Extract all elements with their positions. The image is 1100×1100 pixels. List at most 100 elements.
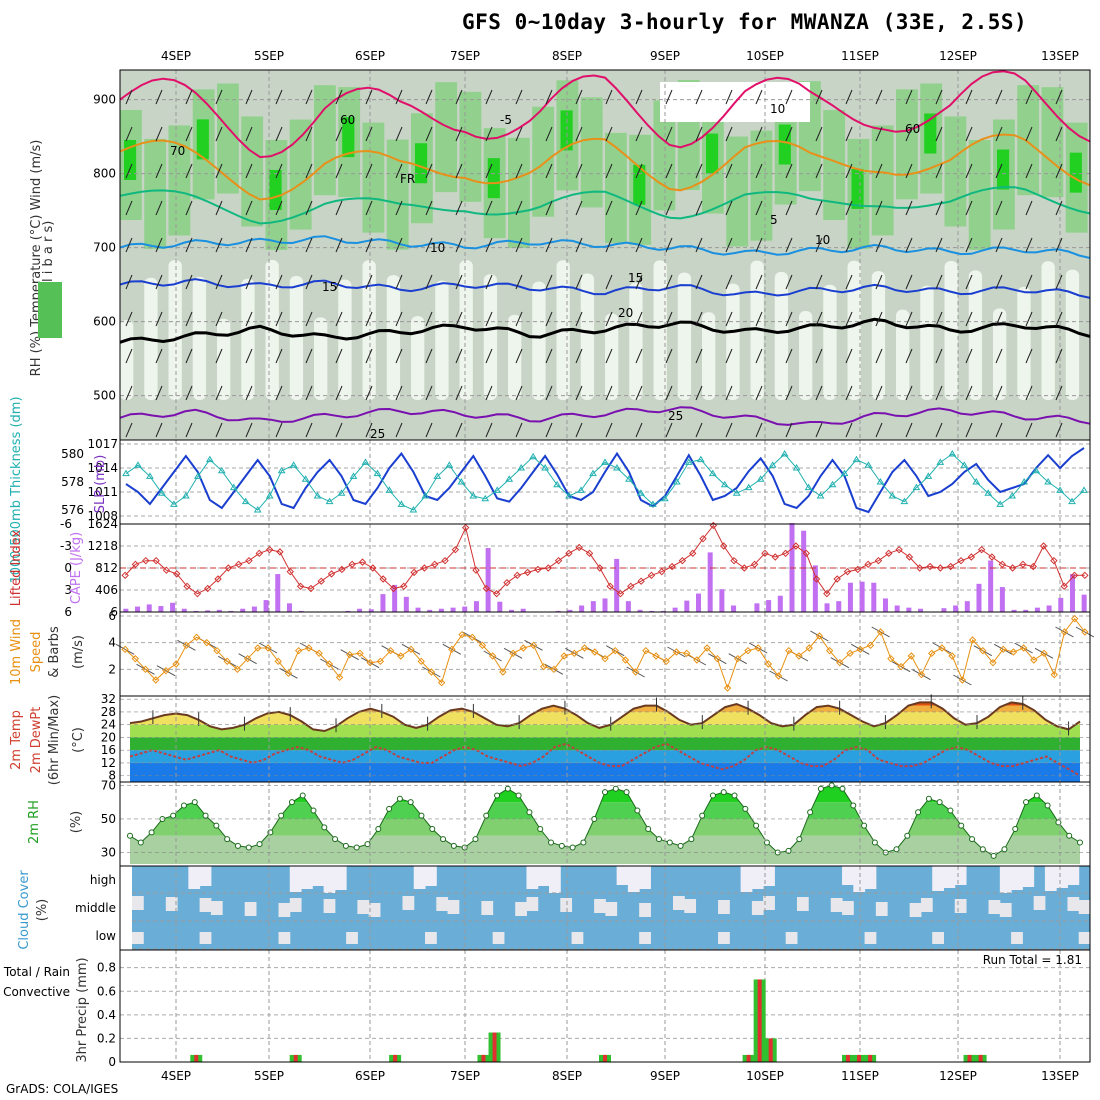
thickness-point-76 xyxy=(1032,466,1040,474)
rh-point-5 xyxy=(180,802,187,809)
upper-air-wind-barb-6-6 xyxy=(305,311,313,327)
upper-air-wind-barb-6-14 xyxy=(545,311,553,327)
upper-air-wind-barb-0-10 xyxy=(425,89,433,105)
wind-point-51 xyxy=(642,646,650,655)
rh-ytick-1: 50 xyxy=(101,812,116,826)
cloud-low-45 xyxy=(639,932,651,944)
upper-air-wind-barb-2-25 xyxy=(875,163,883,179)
isotherm--5 xyxy=(119,406,1091,426)
thickness-point-9 xyxy=(229,483,238,491)
cape-bar-23 xyxy=(392,584,398,612)
slp-ytick-3: 1008 xyxy=(87,509,118,523)
cloud-low-39 xyxy=(571,932,584,944)
li-point-68 xyxy=(823,589,831,598)
wind-point-36 xyxy=(488,652,497,660)
cape-bar-66 xyxy=(894,605,900,612)
upper-air-wind-barb-3-8 xyxy=(365,200,373,216)
upper-air-moist-band-1 xyxy=(144,138,167,249)
upper-air-wind-barb-9-29 xyxy=(995,422,1003,438)
upper-air-wind-barb-1-31 xyxy=(1055,126,1063,142)
li-point-66 xyxy=(802,549,810,558)
upper-air-dry-plume-15 xyxy=(483,274,498,400)
thickness-point-4 xyxy=(170,500,178,507)
upper-air-dry-plume-19 xyxy=(580,273,595,400)
li-point-63 xyxy=(771,553,779,561)
cloud-mid-63 xyxy=(842,901,854,915)
cape-bar-61 xyxy=(836,601,842,612)
thickness-point-14 xyxy=(289,461,298,468)
cape-bar-51 xyxy=(719,589,725,612)
upper-air-wind-barb-1-4 xyxy=(245,126,253,142)
li-point-10 xyxy=(224,564,233,572)
cloud-mid-10 xyxy=(244,902,257,916)
thickness-point-41 xyxy=(613,464,621,471)
rh-point-76 xyxy=(947,807,954,814)
wind-ytick-2: 6 xyxy=(108,609,116,623)
upper-air-wind-barb-9-2 xyxy=(185,422,193,438)
rh-point-77 xyxy=(958,822,965,829)
wind-panel-bg xyxy=(120,612,1090,696)
upper-air-dry-plume-28 xyxy=(799,310,813,400)
cloud-mid-28 xyxy=(447,900,460,914)
cloud-mid-55 xyxy=(751,901,764,915)
upper-air-wind-barb-4-8 xyxy=(365,237,373,253)
cloud-ytick-0: high xyxy=(90,873,116,887)
upper-air-wind-barb-5-4 xyxy=(245,274,253,290)
rh-point-88 xyxy=(1077,839,1083,846)
top-date-label-6: 10SEP xyxy=(746,49,784,63)
rh-point-37 xyxy=(526,809,533,816)
rh-point-64 xyxy=(817,785,824,792)
cloud-mid-41 xyxy=(594,899,606,913)
wind-point-75 xyxy=(887,654,895,663)
upper-air-wind-barb-8-1 xyxy=(155,385,163,401)
li-point-41 xyxy=(544,564,552,572)
upper-air-wind-barb-9-13 xyxy=(515,422,523,438)
li-point-44 xyxy=(575,543,583,552)
li-point-11 xyxy=(234,560,243,569)
rh-point-46 xyxy=(623,789,630,796)
rh-point-58 xyxy=(753,822,760,829)
precip-conv-bar-65 xyxy=(846,1054,851,1062)
upper-air-wind-barb-4-13 xyxy=(515,237,523,253)
cape-bar-42 xyxy=(614,558,620,612)
wind-point-5 xyxy=(172,660,180,668)
temp-ytick-0: 32 xyxy=(101,692,116,706)
li-point-78 xyxy=(926,562,934,571)
upper-air-moist-band-38 xyxy=(1041,87,1064,198)
wind-point-34 xyxy=(468,633,476,642)
upper-air-moist-band-20 xyxy=(605,132,627,243)
thickness-point-36 xyxy=(553,480,561,488)
upper-air-wind-barb-4-29 xyxy=(995,237,1003,253)
upper-air-wind-barb-9-23 xyxy=(815,422,823,438)
upper-air-wind-barb-5-11 xyxy=(455,274,463,290)
thickness-point-62 xyxy=(864,461,873,468)
cloud-mid-69 xyxy=(909,903,922,917)
rh-point-81 xyxy=(1001,846,1008,853)
contour-label-9: 25 xyxy=(668,409,683,423)
upper-air-wind-barb-2-30 xyxy=(1025,163,1033,179)
li-point-90 xyxy=(1050,556,1058,565)
rh-point-86 xyxy=(1055,819,1062,826)
cloud-mid-83 xyxy=(1067,897,1080,911)
li-point-20 xyxy=(327,570,336,578)
rh-point-68 xyxy=(861,822,868,829)
cape-bar-75 xyxy=(999,587,1005,612)
upper-air-wind-barb-3-31 xyxy=(1055,200,1063,216)
cloud-high-72 xyxy=(943,866,956,888)
upper-air-moist-band-5 xyxy=(241,116,264,227)
upper-air-wind-barb-7-28 xyxy=(965,348,973,364)
thickness-point-46 xyxy=(672,478,681,485)
upper-air-wind-barb-9-3 xyxy=(215,422,223,438)
upper-air-wind-barb-6-5 xyxy=(275,311,283,327)
upper-air-dry-plume-23 xyxy=(677,272,692,400)
upper-air-wind-barb-8-16 xyxy=(605,385,613,401)
upper-air-wind-barb-9-14 xyxy=(545,422,553,438)
upper-air-wind-barb-1-16 xyxy=(605,126,613,142)
cloud-mid-48 xyxy=(672,896,685,910)
upper-air-wind-barb-8-9 xyxy=(395,385,403,401)
rh-point-18 xyxy=(321,824,328,831)
thickness-point-69 xyxy=(948,450,957,457)
rh-point-74 xyxy=(925,795,932,802)
thickness-point-59 xyxy=(828,480,837,488)
bottom-date-label-6: 10SEP xyxy=(746,1069,784,1083)
